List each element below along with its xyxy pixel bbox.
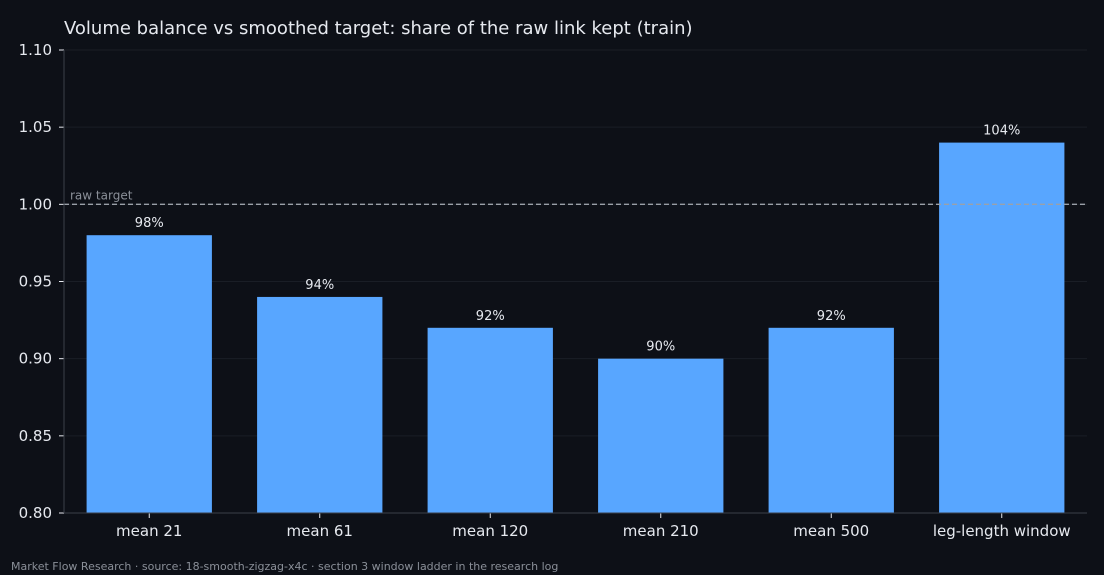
bar-value-labels: 98% 94% 92% 90% 92% 104% [135, 124, 1021, 355]
chart-title: Volume balance vs smoothed target: share… [64, 18, 693, 39]
y-tick-label: 1.05 [19, 118, 52, 136]
bar-value-label: 92% [817, 309, 846, 324]
bar-mean-500 [768, 327, 894, 513]
y-tick-label: 0.80 [19, 504, 52, 522]
y-tick-label: 0.95 [19, 273, 52, 291]
bar-mean-120 [427, 327, 553, 513]
bar-value-label: 90% [646, 340, 675, 355]
y-tick-label: 1.00 [19, 195, 52, 213]
footer-source-note: Market Flow Research · source: 18-smooth… [11, 560, 558, 573]
reference-line-group: raw target [64, 188, 1087, 205]
axes: 0.80 0.85 0.90 0.95 1.00 1.05 1.10 mean 21 mean … [19, 41, 1087, 540]
x-tick-label: mean 21 [116, 522, 182, 540]
bar-value-label: 92% [476, 309, 505, 324]
reference-line-label: raw target [70, 188, 133, 202]
y-tick-label: 1.10 [19, 41, 52, 59]
x-tick-label: mean 120 [452, 522, 528, 540]
x-tick-label: mean 500 [793, 522, 869, 540]
bar-value-label: 98% [135, 216, 164, 231]
bars [86, 142, 1065, 513]
bar-mean-21 [86, 235, 212, 513]
bar-mean-210 [598, 358, 724, 513]
bar-value-label: 94% [305, 278, 334, 293]
y-tick-label: 0.90 [19, 350, 52, 368]
bar-leg-length-window [939, 142, 1065, 513]
x-tick-label: mean 61 [287, 522, 353, 540]
bar-value-label: 104% [983, 124, 1020, 139]
bar-mean-61 [257, 296, 383, 513]
x-tick-label: leg-length window [933, 522, 1071, 540]
y-tick-label: 0.85 [19, 427, 52, 445]
grid-lines [64, 49, 1087, 514]
x-tick-label: mean 210 [623, 522, 699, 540]
